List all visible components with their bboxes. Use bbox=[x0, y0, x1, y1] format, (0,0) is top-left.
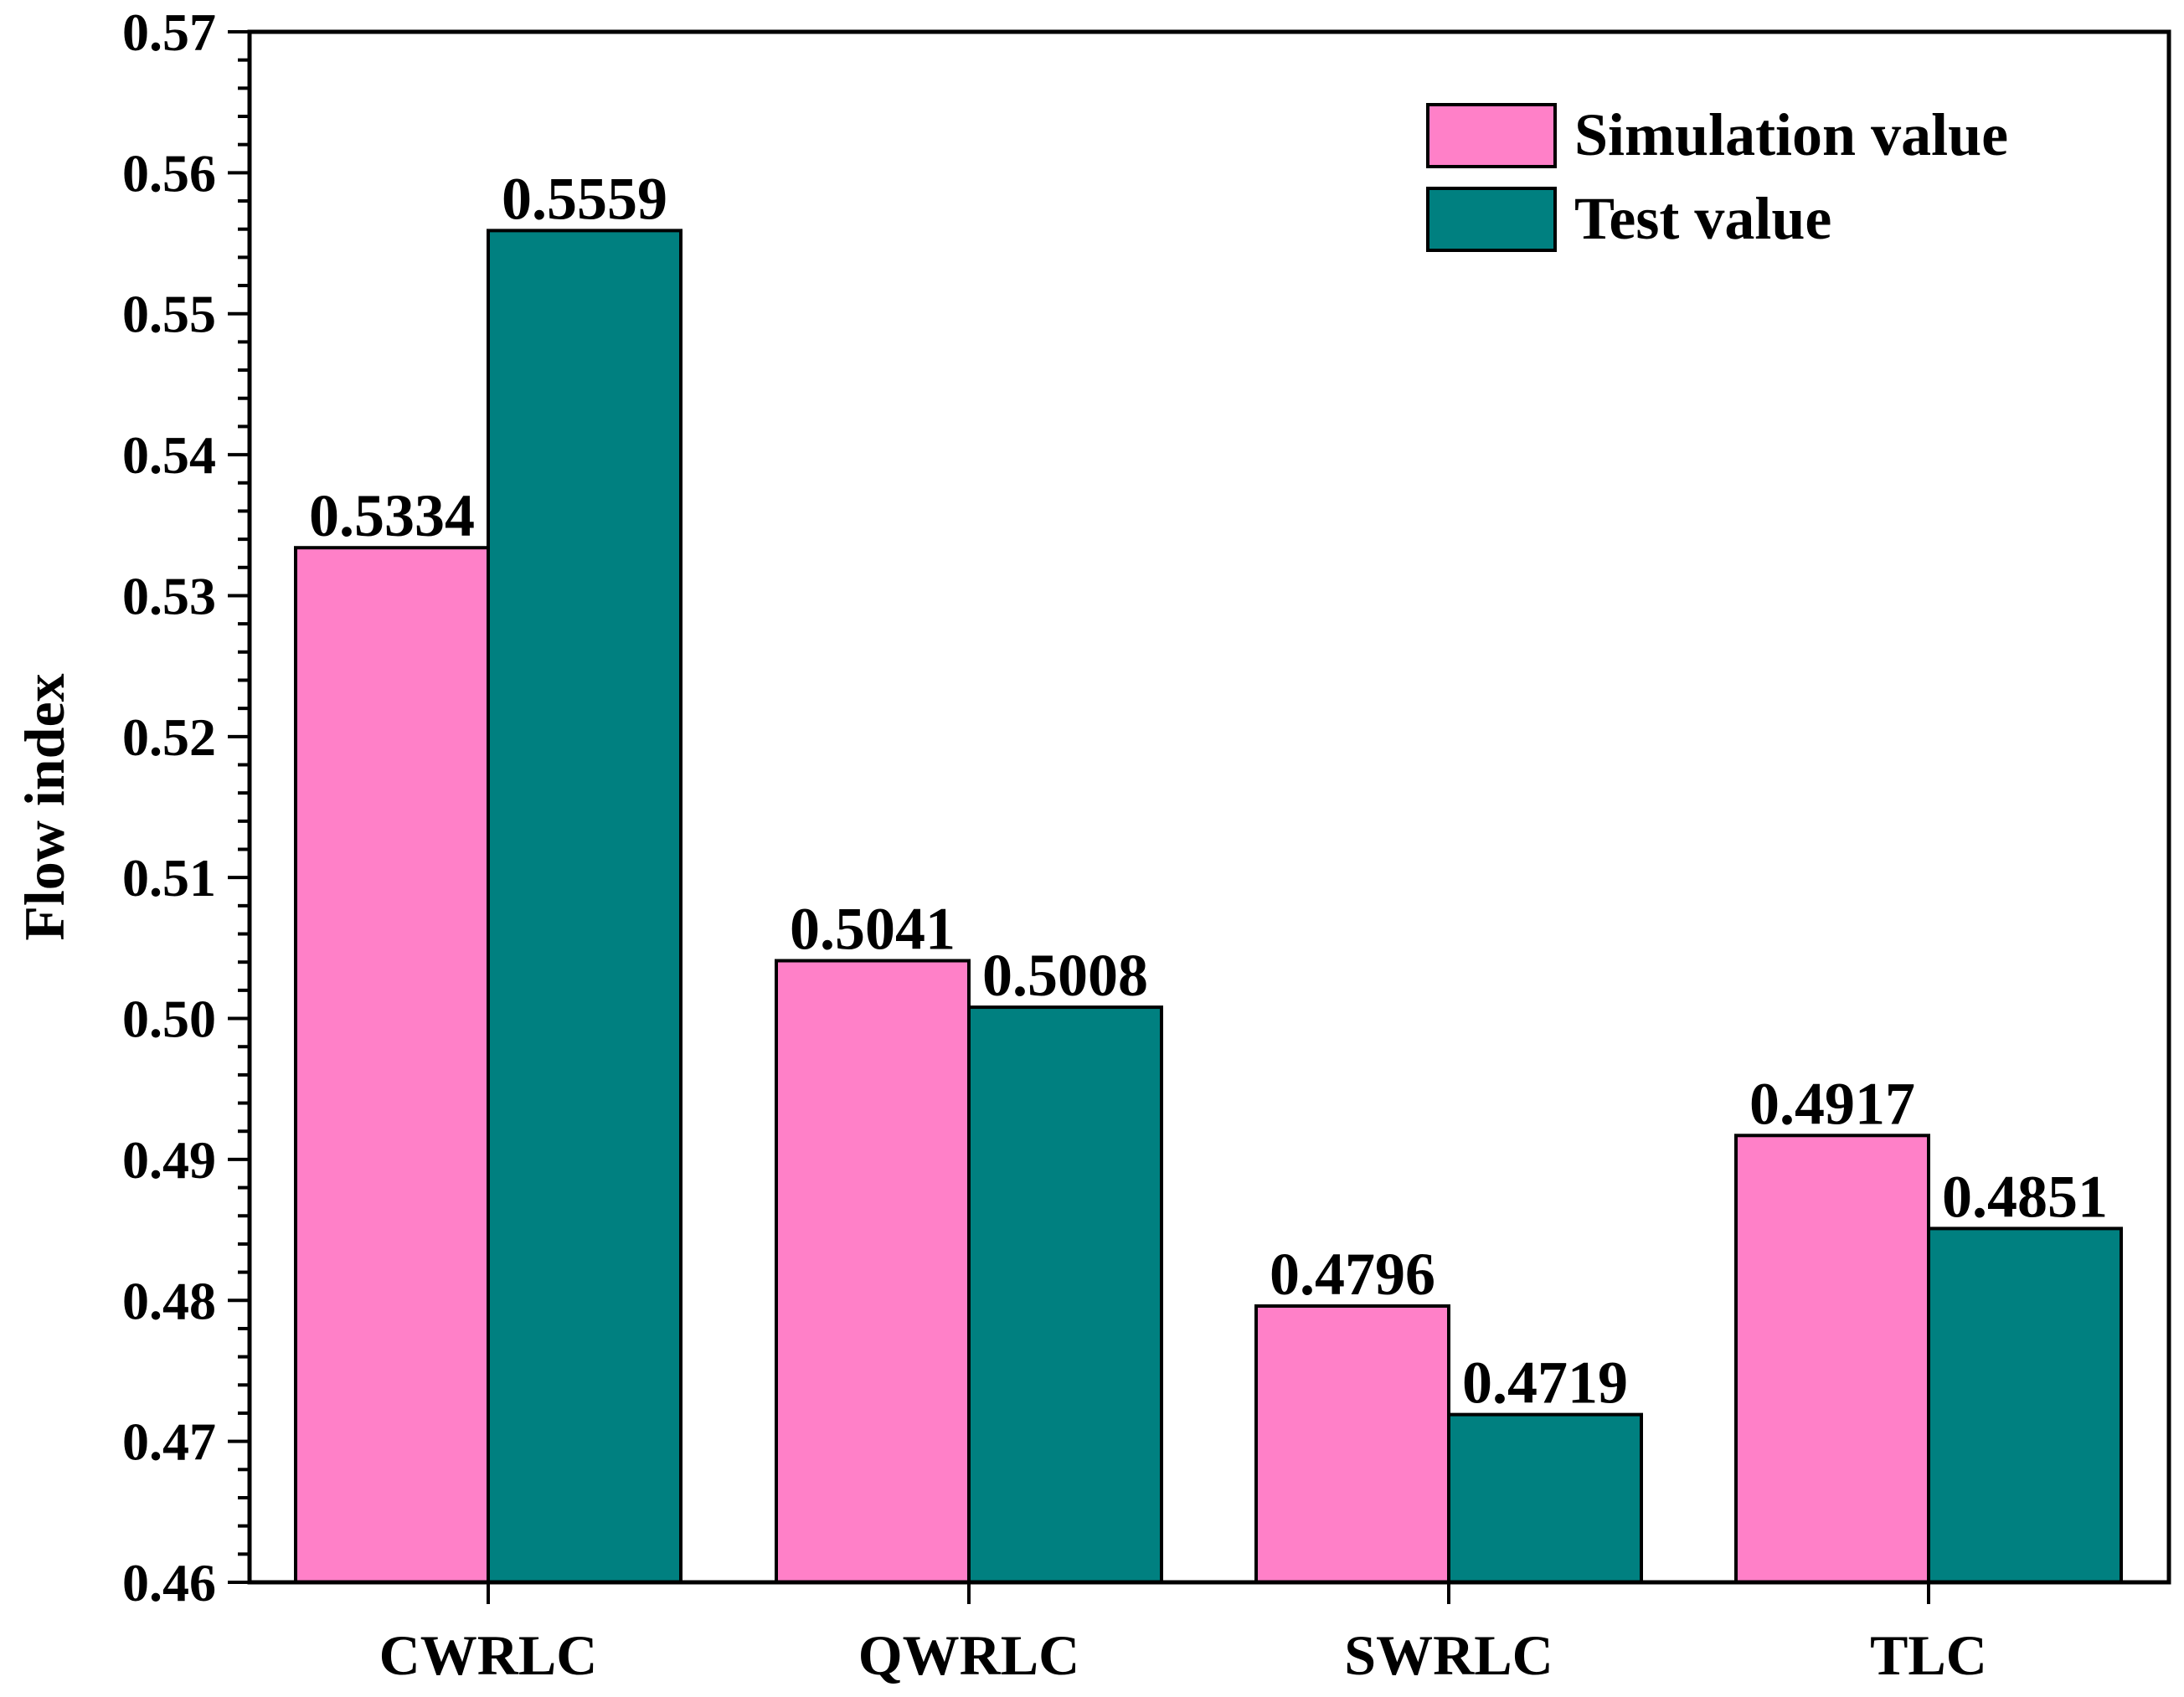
y-tick-label: 0.53 bbox=[122, 566, 216, 625]
legend-label-1: Test value bbox=[1574, 185, 1831, 252]
data-label-0-3: 0.4917 bbox=[1749, 1070, 1915, 1137]
data-label-0-0: 0.5334 bbox=[309, 482, 475, 549]
bar-test-value-qwrlc bbox=[967, 1005, 1163, 1585]
data-label-0-1: 0.5041 bbox=[790, 896, 956, 963]
x-category-label: QWRLC bbox=[858, 1623, 1079, 1687]
y-tick-label: 0.55 bbox=[122, 285, 216, 344]
data-label-1-1: 0.5008 bbox=[982, 942, 1148, 1009]
bar-simulation-value-cwrlc bbox=[294, 546, 490, 1584]
bar-simulation-value-swrlc bbox=[1254, 1304, 1450, 1585]
y-tick-label: 0.52 bbox=[122, 707, 216, 767]
bars-group bbox=[294, 229, 2123, 1585]
x-category-label: TLC bbox=[1870, 1623, 1987, 1687]
y-tick-label: 0.56 bbox=[122, 143, 216, 203]
bar-test-value-tlc bbox=[1927, 1226, 2123, 1584]
bar-simulation-value-tlc bbox=[1734, 1134, 1930, 1584]
data-labels-group: 0.5334 0.5041 0.4796 0.4917 0.5559 0.5008 0.47… bbox=[309, 165, 2108, 1416]
legend: Simulation value Test value bbox=[1426, 101, 2008, 252]
bar-test-value-cwrlc bbox=[487, 229, 682, 1585]
y-tick-label: 0.57 bbox=[122, 3, 216, 62]
y-tick-label: 0.50 bbox=[122, 990, 216, 1049]
data-label-1-3: 0.4851 bbox=[1942, 1163, 2108, 1230]
y-tick-label: 0.49 bbox=[122, 1130, 216, 1190]
axes-group: 0.46 0.47 0.48 0.49 0.50 0.51 0.52 0.53 0.54 0.55… bbox=[13, 3, 2171, 1687]
y-axis-title: Flow index bbox=[13, 673, 76, 940]
data-label-0-2: 0.4796 bbox=[1270, 1241, 1435, 1308]
y-tick-label: 0.51 bbox=[122, 848, 216, 908]
legend-swatch-test-value bbox=[1426, 187, 1557, 252]
y-tick-label: 0.48 bbox=[122, 1271, 216, 1330]
y-tick-label: 0.54 bbox=[122, 425, 216, 485]
data-label-1-2: 0.4719 bbox=[1462, 1350, 1628, 1417]
plot-frame bbox=[247, 29, 2171, 1585]
legend-swatch-simulation-value bbox=[1426, 103, 1557, 168]
data-label-1-0: 0.5559 bbox=[502, 165, 667, 232]
bar-test-value-swrlc bbox=[1447, 1412, 1643, 1584]
legend-label-0: Simulation value bbox=[1574, 101, 2008, 168]
x-category-label: SWRLC bbox=[1344, 1623, 1553, 1687]
bar-simulation-value-qwrlc bbox=[775, 959, 971, 1584]
x-category-label: CWRLC bbox=[379, 1623, 598, 1687]
y-tick-label: 0.47 bbox=[122, 1412, 216, 1472]
y-tick-label: 0.46 bbox=[122, 1553, 216, 1612]
